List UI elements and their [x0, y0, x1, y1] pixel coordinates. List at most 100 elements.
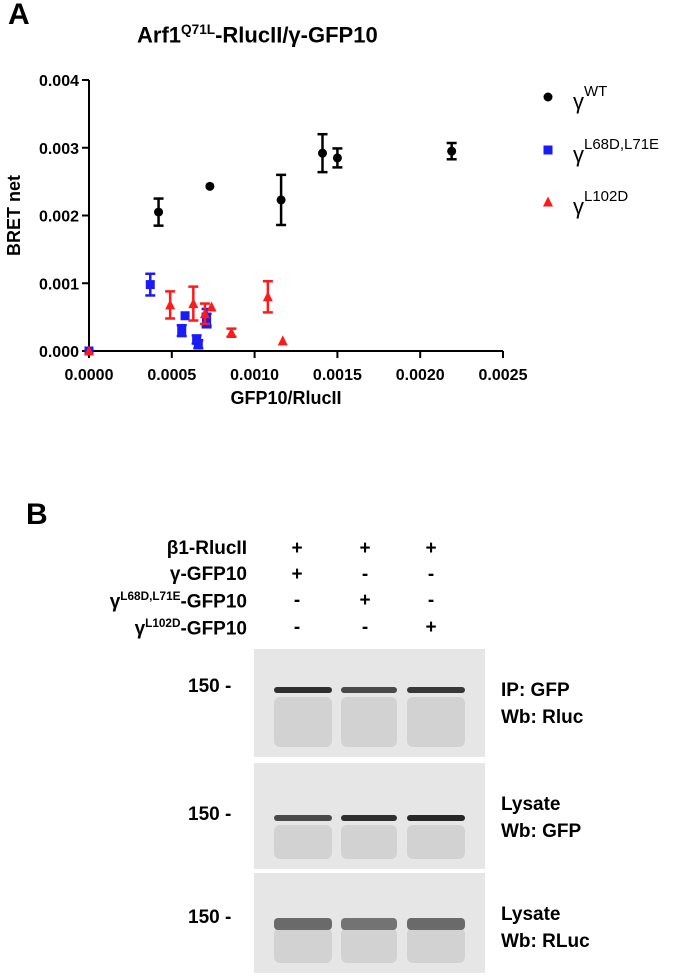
blot-band: [274, 815, 332, 821]
y-tick-label: 0.004: [39, 73, 79, 90]
blot-band: [407, 815, 465, 821]
condition-sign: -: [427, 564, 435, 585]
condition-label: γL102D-GFP10: [135, 617, 247, 640]
blot-band: [341, 815, 397, 821]
data-point-circle: [447, 146, 457, 156]
blot-label-line2: Wb: RLuc: [501, 931, 590, 952]
condition-label-prefix: γ: [109, 591, 121, 613]
condition-sign: +: [425, 538, 437, 559]
condition-label-suffix: -GFP10: [180, 618, 247, 640]
x-tick-label: 0.0020: [396, 367, 445, 384]
x-tick-label: 0.0005: [147, 367, 196, 384]
x-tick-label: 0.0010: [230, 367, 279, 384]
legend-label: γL102D: [573, 188, 628, 219]
blot-label-line1: Lysate: [501, 794, 561, 815]
blot-label-line1: IP: GFP: [501, 680, 570, 701]
condition-label-sup: L68D,L71E: [120, 590, 181, 603]
y-tick-label: 0.000: [39, 344, 79, 361]
blot-smear: [341, 928, 397, 963]
blot-band: [274, 918, 332, 930]
condition-sign: +: [291, 564, 303, 585]
data-point-circle: [276, 195, 286, 205]
condition-label-sup: L102D: [145, 617, 181, 630]
data-point-triangle: [199, 308, 210, 319]
condition-sign: -: [361, 564, 369, 585]
data-point-circle: [154, 207, 164, 217]
blot-band: [407, 687, 465, 693]
data-point-triangle: [262, 291, 273, 302]
legend-marker: [543, 92, 553, 102]
blot-smear: [407, 825, 465, 859]
blot-panel: [254, 873, 485, 973]
data-point-square: [202, 316, 212, 326]
legend-label-sup: WT: [584, 83, 607, 100]
condition-sign: -: [361, 617, 369, 638]
condition-label: γL68D,L71E-GFP10: [110, 590, 247, 613]
blot-smear: [341, 825, 397, 859]
molecular-weight-marker: 150 -: [188, 676, 232, 697]
blot-smear: [407, 697, 465, 747]
data-point-triangle: [188, 298, 199, 309]
y-tick-label: 0.001: [39, 276, 79, 293]
title-main: Arf1: [137, 22, 182, 48]
condition-sign: -: [427, 590, 435, 611]
molecular-weight-marker: 150 -: [188, 907, 232, 928]
legend-label-prefix: γ: [573, 89, 584, 114]
data-point-circle: [205, 181, 215, 191]
blot-label-line2: Wb: Rluc: [501, 707, 584, 728]
blot-smear: [341, 697, 397, 747]
data-point-triangle: [206, 301, 217, 312]
blot-smear: [274, 825, 332, 859]
condition-sign: +: [291, 538, 303, 559]
blot-smear: [407, 928, 465, 963]
y-axis-label: BRET net: [4, 175, 24, 256]
blot-band: [274, 687, 332, 693]
blot-panel: [254, 763, 485, 869]
condition-label-suffix: -GFP10: [180, 591, 247, 613]
y-tick-label: 0.002: [39, 209, 79, 226]
title-rest: -RlucII/γ-GFP10: [215, 22, 378, 48]
x-tick-label: 0.0025: [479, 367, 528, 384]
data-point-square: [145, 280, 155, 290]
blot-label: Lysate Wb: RLuc: [501, 901, 590, 955]
blot-panel: [254, 649, 485, 757]
data-point-square: [193, 339, 203, 349]
data-point-triangle: [277, 335, 288, 346]
condition-label: γ-GFP10: [170, 564, 247, 586]
x-tick-label: 0.0015: [313, 367, 362, 384]
data-point-triangle: [165, 299, 176, 310]
chart-title: Arf1Q71L-RlucII/γ-GFP10: [137, 22, 378, 48]
legend-label-sup: L102D: [584, 188, 628, 205]
data-point-triangle: [226, 327, 237, 338]
condition-sign: -: [293, 617, 301, 638]
x-axis-label: GFP10/RlucII: [230, 388, 341, 408]
legend-label-prefix: γ: [573, 142, 584, 167]
blot-smear: [274, 928, 332, 963]
condition-sign: +: [359, 590, 371, 611]
blot-label-line1: Lysate: [501, 904, 561, 925]
data-point-circle: [317, 148, 327, 158]
legend-label: γL68D,L71E: [573, 136, 659, 167]
blot-label: IP: GFP Wb: Rluc: [501, 677, 583, 731]
condition-sign: +: [359, 538, 371, 559]
condition-sign: -: [293, 590, 301, 611]
x-tick-label: 0.0000: [65, 367, 114, 384]
legend-marker: [543, 145, 553, 155]
molecular-weight-marker: 150 -: [188, 804, 232, 825]
condition-label-prefix: γ-GFP10: [169, 564, 247, 585]
blot-band: [341, 687, 397, 693]
legend-label-prefix: γ: [573, 194, 584, 219]
legend-label-sup: L68D,L71E: [584, 136, 659, 153]
blot-band: [407, 918, 465, 930]
y-tick-label: 0.003: [39, 141, 79, 158]
condition-label-prefix: β1-RlucII: [166, 538, 247, 559]
blot-smear: [274, 697, 332, 747]
data-point-triangle: [84, 345, 94, 356]
blot-label-line2: Wb: GFP: [501, 821, 582, 842]
condition-label: β1-RlucII: [167, 538, 247, 560]
scatter-chart: 0.000 0.001 0.002 0.003 0.004 0.0000 0.0005 0.0…: [4, 73, 659, 408]
blot-band: [341, 918, 397, 930]
panel-a-label: A: [8, 0, 30, 31]
condition-label-prefix: γ: [134, 618, 146, 640]
blot-label: Lysate Wb: GFP: [501, 791, 581, 845]
